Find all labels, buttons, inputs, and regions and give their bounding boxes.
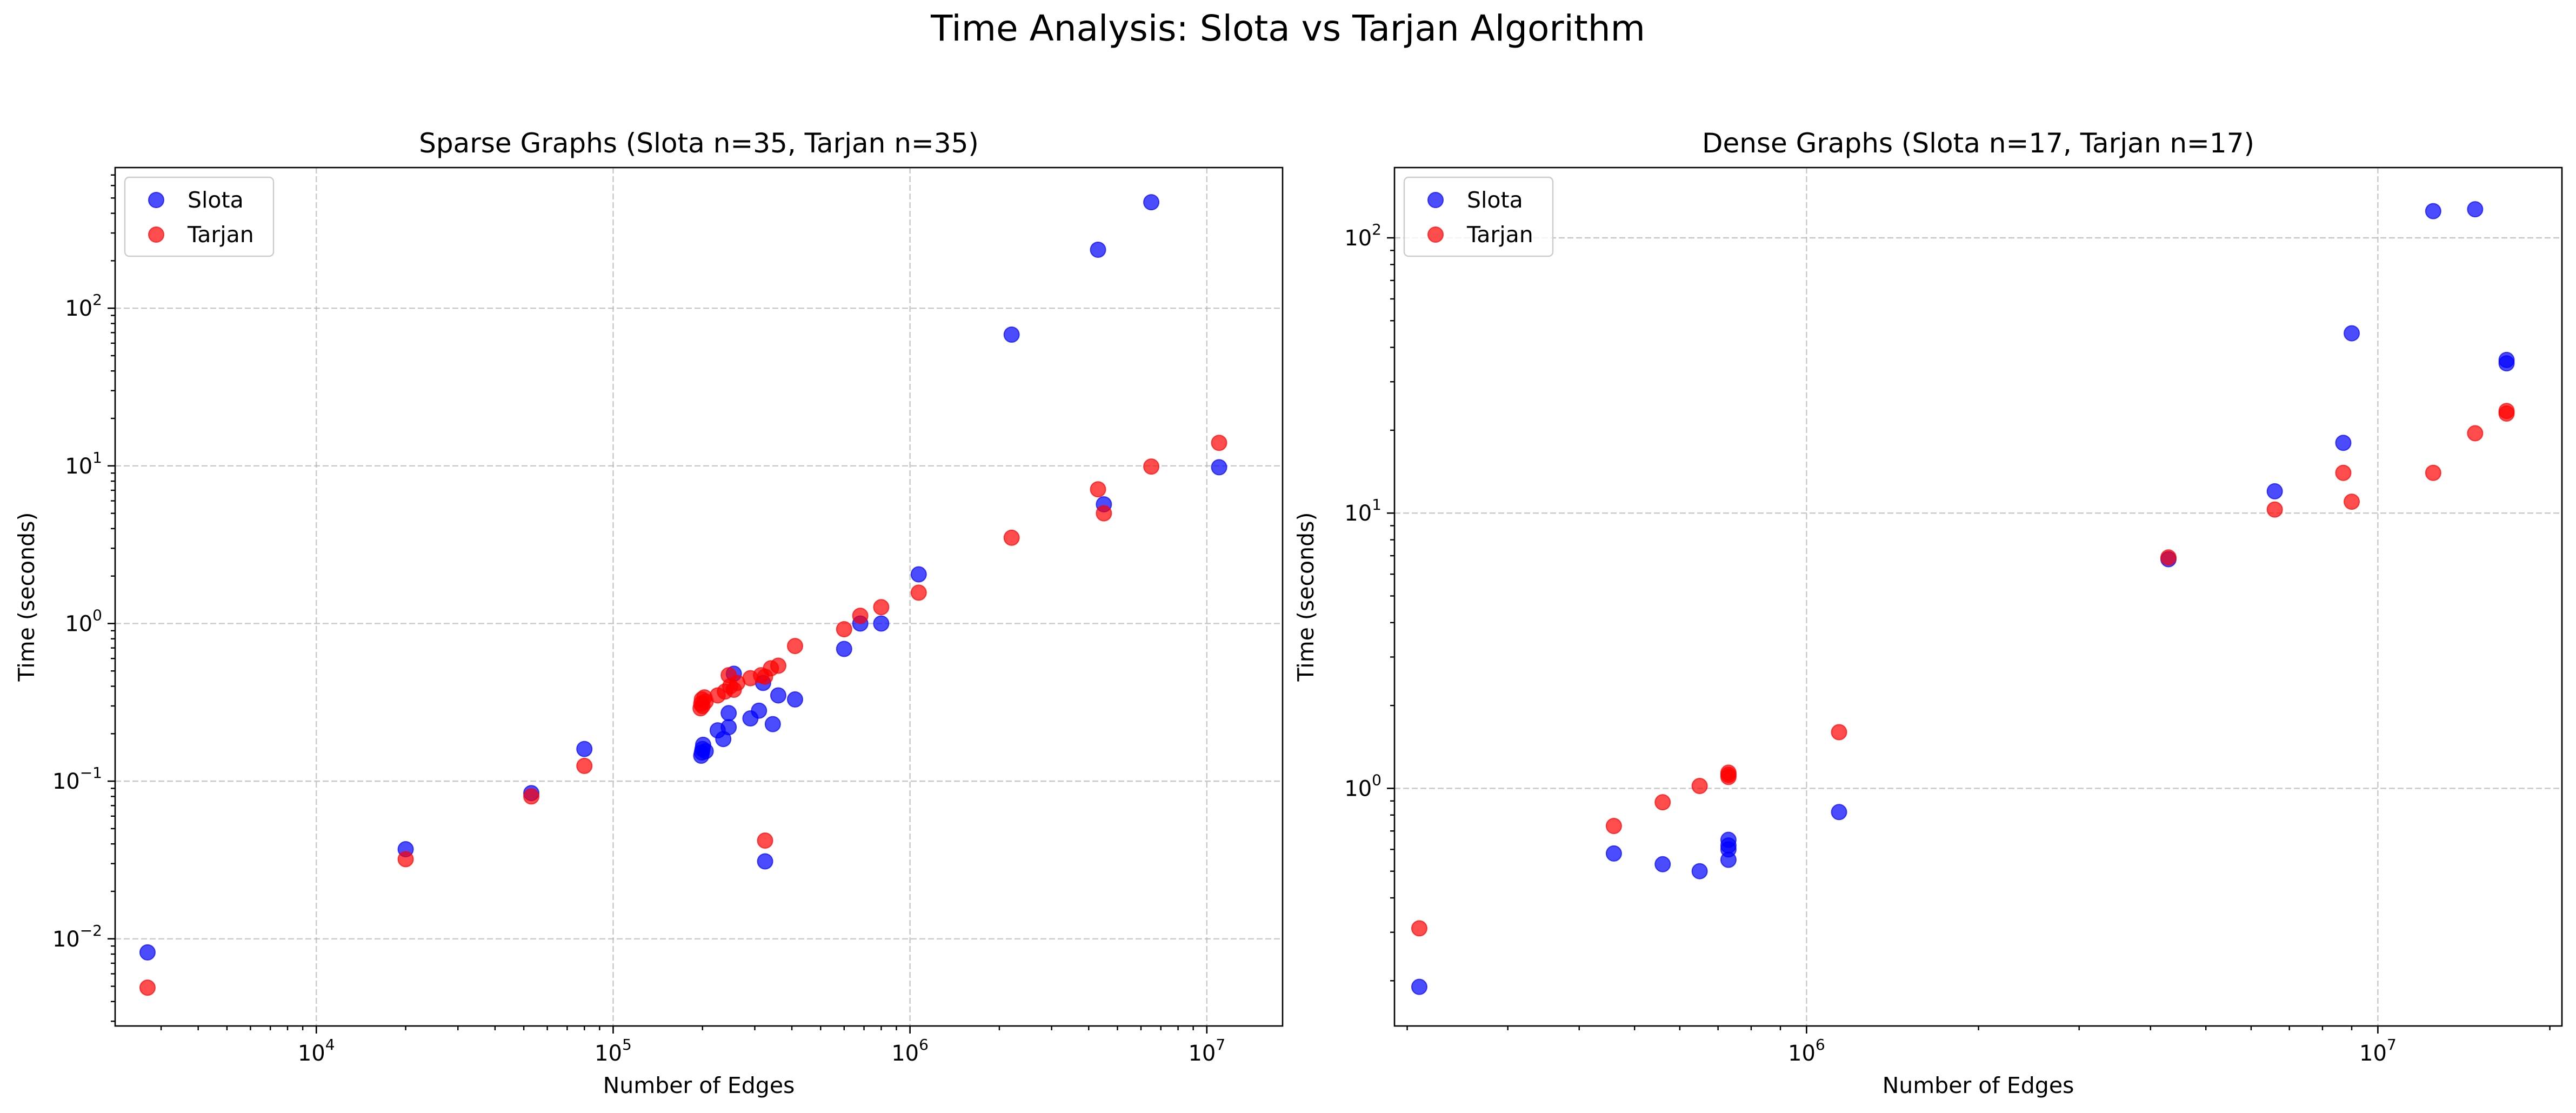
dense-slota-point: [2498, 351, 2515, 368]
sparse-tarjan-point: [873, 599, 890, 616]
sparse-x-axis-label: Number of Edges: [603, 1072, 795, 1098]
sparse-slota-point: [720, 719, 737, 736]
sparse-x-tick-label: 107: [1188, 1036, 1225, 1066]
sparse-slota-point: [910, 566, 927, 583]
sparse-legend-slota-marker: [148, 192, 164, 208]
sparse-tarjan-point: [770, 657, 786, 674]
sparse-tarjan-point: [852, 608, 869, 624]
sparse-x-tick-label: 105: [595, 1036, 632, 1066]
sparse-y-tick-label: 10−2: [52, 922, 102, 952]
sparse-legend-tarjan-label: Tarjan: [187, 222, 254, 248]
dense-slota-point: [1654, 856, 1671, 872]
sparse-tarjan-point: [576, 757, 593, 774]
dense-tarjan-point: [2498, 403, 2515, 419]
dense-slota-point: [2344, 325, 2360, 342]
dense-tarjan-point: [2425, 464, 2441, 481]
dense-tarjan-point: [2467, 425, 2484, 442]
sparse-legend-tarjan-marker: [148, 226, 164, 243]
dense-slota-point: [1605, 845, 1622, 862]
dense-legend-slota-marker: [1427, 192, 1444, 208]
sparse-tarjan-point: [523, 788, 539, 805]
sparse-slota-point: [786, 691, 803, 708]
sparse-slota-point: [697, 743, 714, 759]
dense-x-axis-label: Number of Edges: [1883, 1072, 2074, 1098]
sparse-slota-point: [1211, 459, 1227, 476]
sparse-graphs-panel: 104 105 106 107 10−2 10−1 100 101 102 Sparse Grap…: [14, 128, 1284, 1098]
dense-slota-point: [1831, 804, 1847, 821]
dense-graphs-panel: 106 107 100 101 102 Dense Graphs (Slota n=17,…: [1293, 128, 2563, 1098]
figure-title: Time Analysis: Slota vs Tarjan Algorithm: [931, 8, 1645, 49]
dense-tarjan-series: [1411, 403, 2515, 937]
sparse-slota-point: [836, 641, 852, 657]
dense-tarjan-point: [1605, 818, 1622, 835]
dense-tarjan-point: [1691, 778, 1708, 795]
sparse-slota-point: [764, 716, 781, 732]
dense-tarjan-point: [2266, 501, 2283, 518]
dense-plot-area: [1394, 168, 2562, 1026]
sparse-tarjan-point: [397, 851, 414, 868]
dense-legend-tarjan-label: Tarjan: [1466, 222, 1533, 248]
sparse-tarjan-point: [1090, 481, 1106, 498]
sparse-y-tick-label: 100: [65, 606, 102, 636]
dense-tarjan-point: [1831, 724, 1847, 741]
sparse-tarjan-point: [1211, 435, 1227, 451]
sparse-panel-title: Sparse Graphs (Slota n=35, Tarjan n=35): [419, 128, 979, 159]
sparse-y-axis-label: Time (seconds): [14, 512, 39, 682]
dense-legend: Slota Tarjan: [1403, 176, 1554, 257]
dense-x-tick-label: 107: [2359, 1036, 2397, 1066]
sparse-slota-point: [757, 853, 773, 870]
dense-y-tick-label: 102: [1344, 221, 1382, 251]
sparse-y-tick-label: 102: [65, 291, 102, 321]
sparse-axes-frame: [114, 166, 1284, 1027]
sparse-x-tick-label: 106: [891, 1036, 929, 1066]
sparse-plot-area: [115, 168, 1283, 1026]
dense-tarjan-point: [1720, 764, 1737, 781]
dense-tarjan-point: [2160, 549, 2177, 566]
dense-y-axis-label: Time (seconds): [1293, 512, 1319, 682]
sparse-legend-slota-label: Slota: [188, 187, 244, 213]
dense-slota-point: [2335, 435, 2352, 451]
dense-y-tick-label: 100: [1344, 771, 1382, 801]
sparse-y-tick-label: 10−1: [52, 764, 102, 794]
dense-axes-frame: [1393, 166, 2563, 1027]
sparse-slota-point: [770, 687, 786, 704]
sparse-tarjan-point: [757, 832, 773, 849]
dense-slota-point: [2425, 203, 2441, 219]
dense-slota-point: [1691, 863, 1708, 879]
sparse-x-tick-label: 104: [298, 1036, 335, 1066]
dense-slota-point: [2266, 483, 2283, 499]
sparse-tarjan-point: [1096, 505, 1112, 522]
sparse-slota-point: [139, 944, 156, 961]
dense-legend-tarjan-marker: [1427, 226, 1444, 243]
sparse-slota-point: [751, 702, 768, 719]
dense-slota-point: [1411, 978, 1427, 995]
sparse-tarjan-series: [139, 435, 1227, 996]
sparse-tarjan-point: [139, 979, 156, 996]
dense-tarjan-point: [2344, 494, 2360, 510]
sparse-tarjan-point: [786, 638, 803, 655]
sparse-tarjan-point: [1143, 458, 1160, 475]
dense-legend-slota-label: Slota: [1467, 187, 1523, 213]
sparse-slota-point: [1143, 194, 1160, 211]
sparse-slota-point: [1090, 241, 1106, 258]
sparse-y-tick-label: 101: [65, 449, 102, 479]
dense-x-tick-label: 106: [1788, 1036, 1825, 1066]
dense-slota-point: [1720, 831, 1737, 848]
dense-y-tick-label: 101: [1344, 496, 1382, 526]
dense-tarjan-point: [2335, 464, 2352, 481]
sparse-slota-point: [576, 741, 593, 757]
sparse-tarjan-point: [836, 621, 852, 638]
dense-slota-point: [2467, 201, 2484, 218]
dense-tarjan-point: [1654, 794, 1671, 811]
sparse-legend: Slota Tarjan: [124, 176, 275, 257]
sparse-tarjan-point: [1003, 529, 1020, 546]
dense-panel-title: Dense Graphs (Slota n=17, Tarjan n=17): [1702, 128, 2254, 159]
sparse-slota-point: [1003, 326, 1020, 343]
sparse-slota-point: [873, 615, 890, 632]
dense-tarjan-point: [1411, 920, 1427, 937]
sparse-tarjan-point: [910, 584, 927, 601]
sparse-slota-point: [720, 705, 737, 722]
